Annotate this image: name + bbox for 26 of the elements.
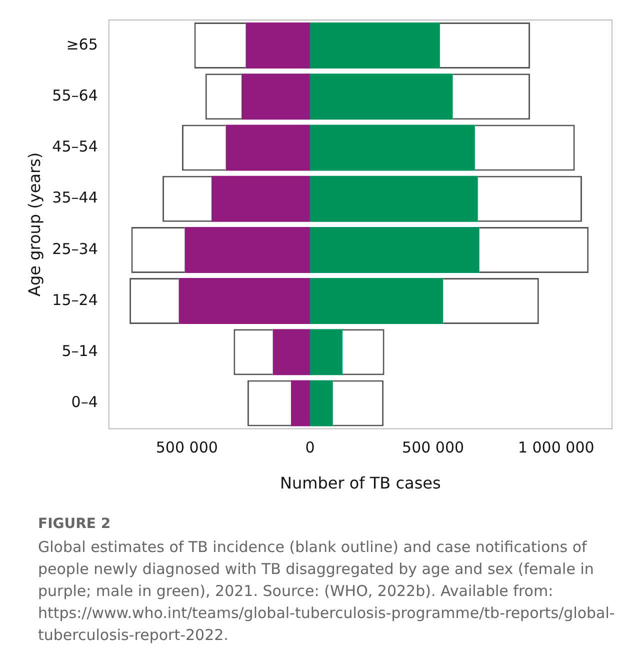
y-tick-label: 55–64	[52, 86, 98, 105]
x-tick-label: 1 000 000	[518, 438, 594, 457]
x-tick-label: 0	[305, 438, 315, 457]
bar	[242, 74, 310, 120]
y-tick-label: 45–54	[52, 138, 98, 156]
bar	[310, 278, 444, 324]
bar	[184, 226, 310, 273]
y-tick-label: 25–34	[52, 240, 98, 258]
bar	[178, 278, 310, 324]
bar	[310, 226, 480, 273]
text: Global estimates of TB incidence (blank outline) and case notifications of people newly diagnosed with TB disaggregated by age and sex (female in purple; male in green), 2021. Source: (WHO, 2022b). Available from: https://www.who.int/teams/global-tuberculosis-programme/tb-reports/global-tuberculosis-report-2022.	[38, 537, 616, 646]
y-axis-title: Age group (years)	[24, 152, 44, 296]
bar	[310, 22, 440, 69]
bar	[310, 380, 333, 426]
bar	[226, 124, 310, 171]
y-tick-label: 35–44	[52, 188, 98, 207]
caption: FIGURE 2	[38, 516, 112, 532]
y-tick-label: ≥65	[66, 35, 98, 54]
bar	[246, 22, 310, 69]
bar	[291, 380, 310, 426]
x-tick-label: 500 000	[402, 438, 464, 457]
y-tick-label: 0–4	[71, 393, 98, 412]
x-axis-title: Number of TB cases	[280, 474, 441, 493]
y-tick-label: 5–14	[62, 342, 98, 360]
x-tick-label: 500 000	[156, 438, 218, 457]
y-tick-label: 15–24	[52, 290, 98, 309]
